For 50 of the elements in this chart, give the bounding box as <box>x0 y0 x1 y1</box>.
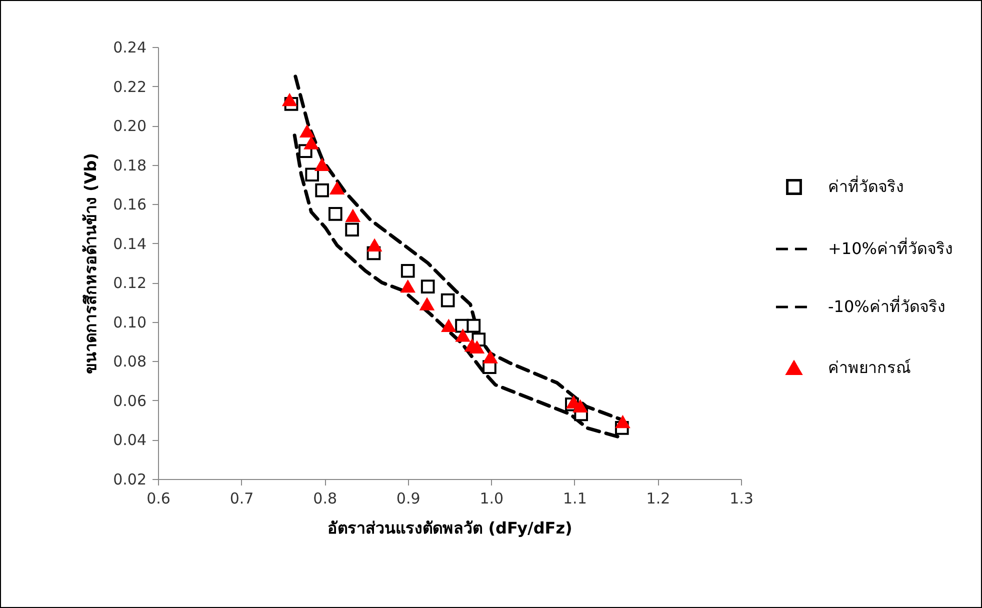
x-axis-title: อัตราส่วนแรงตัดพลวัต (dFy/dFz) <box>328 518 572 538</box>
point <box>368 239 382 252</box>
legend-label: +10%ค่าที่วัดจริง <box>828 237 953 258</box>
y-tick-label: 0.16 <box>113 196 146 214</box>
point <box>483 351 498 364</box>
legend-label: ค่าพยากรณ์ <box>828 358 911 377</box>
point <box>573 400 588 412</box>
y-tick-label: 0.02 <box>113 470 146 488</box>
x-tick-label: 1.2 <box>646 490 670 508</box>
point <box>466 318 481 333</box>
point <box>400 264 415 278</box>
point <box>616 416 630 428</box>
y-tick-label: 0.14 <box>113 234 146 253</box>
point <box>420 280 435 294</box>
point <box>315 158 329 171</box>
point <box>282 94 297 106</box>
legend-label: ค่าที่วัดจริง <box>828 175 904 196</box>
x-tick-label: 0.6 <box>146 490 170 508</box>
point <box>304 137 318 150</box>
y-tick-label: 0.04 <box>113 431 146 450</box>
point <box>420 298 434 310</box>
point <box>305 168 319 182</box>
point <box>440 293 455 308</box>
y-tick-label: 0.22 <box>113 78 146 96</box>
x-tick-label: 0.9 <box>396 490 420 508</box>
x-tick-label: 1.3 <box>730 490 754 508</box>
x-tick-label: 0.8 <box>313 490 337 508</box>
y-tick-label: 0.12 <box>113 274 146 292</box>
point <box>455 318 469 333</box>
point <box>456 330 470 342</box>
legend-label: -10%ค่าที่วัดจริง <box>828 295 946 316</box>
y-tick-label: 0.08 <box>113 352 146 371</box>
x-tick-label: 1.0 <box>480 490 504 508</box>
point <box>345 222 359 237</box>
y-tick-label: 0.20 <box>113 117 146 136</box>
point <box>300 125 314 138</box>
x-tick-label: 0.7 <box>230 490 254 508</box>
y-axis-title: ขนาดการสึกหรอด้านข้าง (Vb) <box>81 152 100 374</box>
point <box>330 182 344 195</box>
point <box>328 206 342 221</box>
point <box>346 210 360 222</box>
y-tick-label: 0.24 <box>113 38 146 56</box>
y-tick-label: 0.10 <box>113 313 146 332</box>
point <box>470 341 484 354</box>
point <box>315 183 329 198</box>
point <box>400 280 415 293</box>
y-tick-label: 0.06 <box>113 392 146 410</box>
y-tick-label: 0.18 <box>113 156 146 174</box>
x-tick-label: 1.1 <box>563 490 587 508</box>
point <box>442 320 456 332</box>
